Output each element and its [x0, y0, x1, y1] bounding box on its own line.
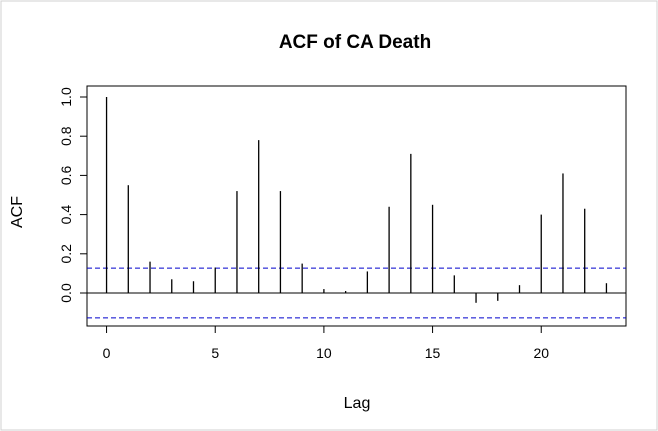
- chart-title: ACF of CA Death: [279, 32, 431, 53]
- y-tick-label-3: 0.6: [58, 165, 74, 185]
- x-tick-label-5: 5: [211, 345, 219, 361]
- y-axis: 0.0 0.2 0.4 0.6 0.8 1.0: [58, 87, 87, 303]
- acf-bars: [87, 97, 626, 303]
- x-axis-label: Lag: [344, 395, 371, 412]
- x-tick-label-15: 15: [425, 345, 441, 361]
- x-tick-label-20: 20: [533, 345, 549, 361]
- confidence-bounds: [87, 267, 626, 319]
- y-axis-label: ACF: [9, 196, 26, 228]
- x-tick-label-0: 0: [103, 345, 111, 361]
- y-tick-label-5: 1.0: [58, 87, 74, 107]
- x-axis: 0 5 10 15 20: [103, 326, 549, 361]
- y-tick-label-2: 0.4: [58, 205, 74, 225]
- y-tick-label-1: 0.2: [58, 244, 74, 264]
- y-tick-label-4: 0.8: [58, 126, 74, 146]
- y-tick-label-0: 0.0: [58, 283, 74, 303]
- plot-frame: [86, 85, 627, 327]
- x-tick-label-10: 10: [316, 345, 332, 361]
